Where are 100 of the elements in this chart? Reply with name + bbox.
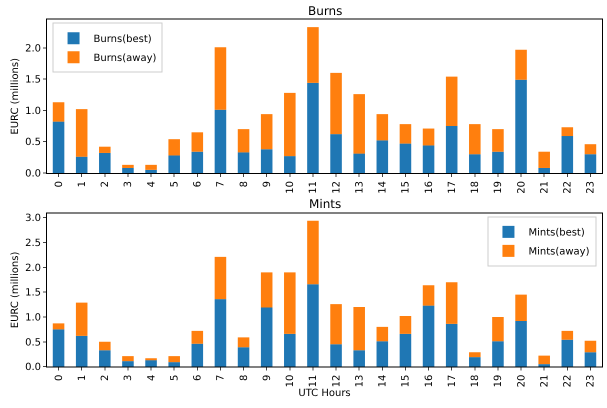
bar — [284, 272, 296, 334]
bar — [400, 144, 412, 173]
chart-title: Mints — [309, 197, 342, 211]
legend-label: Mints(best) — [528, 228, 585, 239]
legend-label: Burns(away) — [94, 53, 156, 64]
bar — [422, 145, 434, 173]
bar — [307, 220, 319, 284]
bar — [538, 364, 550, 367]
bar — [353, 94, 365, 154]
bar — [400, 334, 412, 367]
bar — [584, 340, 596, 352]
x-tick-label: 2 — [100, 180, 112, 188]
y-tick-label: 0.0 — [25, 168, 41, 180]
bar — [99, 342, 111, 350]
x-tick-label: 10 — [285, 374, 296, 388]
y-axis-title: EURC (millions) — [10, 58, 22, 135]
x-tick-label: 19 — [493, 180, 504, 194]
bar — [284, 92, 296, 156]
bar — [145, 360, 157, 367]
bar — [422, 128, 434, 146]
bar — [284, 334, 296, 367]
x-tick-label: 13 — [354, 180, 366, 194]
x-tick-label: 1 — [76, 180, 88, 188]
x-tick-label: 4 — [146, 180, 158, 188]
bar — [538, 356, 550, 364]
bar — [214, 299, 226, 367]
bar — [353, 350, 365, 367]
x-tick-label: 8 — [238, 180, 250, 188]
y-tick-label: 0.5 — [25, 137, 41, 148]
bar — [446, 282, 458, 324]
x-tick-label: 9 — [262, 374, 273, 381]
x-tick-label: 0 — [54, 180, 65, 188]
bar — [99, 152, 111, 173]
bar — [168, 362, 180, 367]
x-tick-label: 16 — [424, 374, 435, 388]
x-tick-label: 4 — [146, 374, 158, 381]
bar — [76, 156, 88, 173]
bar — [376, 326, 388, 342]
x-axis-title: UTC Hours — [298, 388, 351, 399]
bar — [168, 139, 180, 156]
bar — [238, 337, 250, 348]
bar — [515, 294, 527, 321]
x-tick-label: 7 — [216, 180, 227, 188]
x-tick-label: 22 — [562, 374, 574, 388]
bar — [76, 109, 88, 157]
bar — [400, 316, 412, 334]
y-tick-label: 0.0 — [25, 362, 41, 374]
bar — [214, 256, 226, 300]
bar — [376, 341, 388, 367]
bar — [330, 134, 342, 173]
bar — [492, 129, 504, 152]
chart-title: Burns — [308, 4, 342, 18]
x-tick-label: 18 — [470, 374, 482, 388]
bar — [422, 285, 434, 306]
x-tick-label: 14 — [378, 180, 389, 194]
bar — [122, 168, 134, 173]
bar — [492, 316, 504, 342]
bar — [192, 344, 204, 367]
bar — [52, 102, 64, 122]
x-tick-label: 3 — [123, 180, 134, 188]
bar — [214, 110, 226, 173]
bar — [238, 129, 250, 152]
bar — [584, 144, 596, 154]
bar — [214, 47, 226, 110]
bar — [238, 347, 250, 367]
y-tick-label: 0.5 — [25, 337, 41, 348]
bar — [492, 152, 504, 173]
x-tick-label: 21 — [539, 374, 550, 388]
bar — [446, 324, 458, 367]
bar — [469, 124, 481, 154]
bar — [584, 352, 596, 367]
bar — [307, 284, 319, 367]
bar — [562, 330, 574, 340]
x-tick-label: 5 — [169, 374, 180, 381]
x-tick-label: 19 — [493, 374, 504, 388]
x-tick-label: 11 — [308, 374, 320, 388]
x-tick-label: 10 — [285, 180, 296, 194]
bar — [99, 350, 111, 367]
x-tick-label: 18 — [470, 180, 482, 194]
x-tick-label: 6 — [192, 374, 204, 381]
bar — [284, 156, 296, 173]
bar — [260, 149, 272, 173]
x-tick-label: 9 — [262, 180, 273, 188]
x-tick-label: 12 — [331, 180, 342, 194]
x-tick-label: 21 — [539, 180, 550, 194]
bar — [76, 302, 88, 336]
bar — [376, 140, 388, 173]
bar — [192, 132, 204, 152]
bar — [422, 306, 434, 367]
x-tick-label: 22 — [562, 180, 574, 194]
bar — [515, 320, 527, 367]
x-tick-label: 5 — [169, 180, 180, 188]
bar — [446, 126, 458, 173]
bar — [353, 154, 365, 173]
bar — [122, 361, 134, 367]
bar — [238, 152, 250, 173]
bar — [492, 341, 504, 367]
bar — [307, 82, 319, 173]
x-tick-label: 12 — [331, 374, 342, 388]
bar — [122, 356, 134, 362]
